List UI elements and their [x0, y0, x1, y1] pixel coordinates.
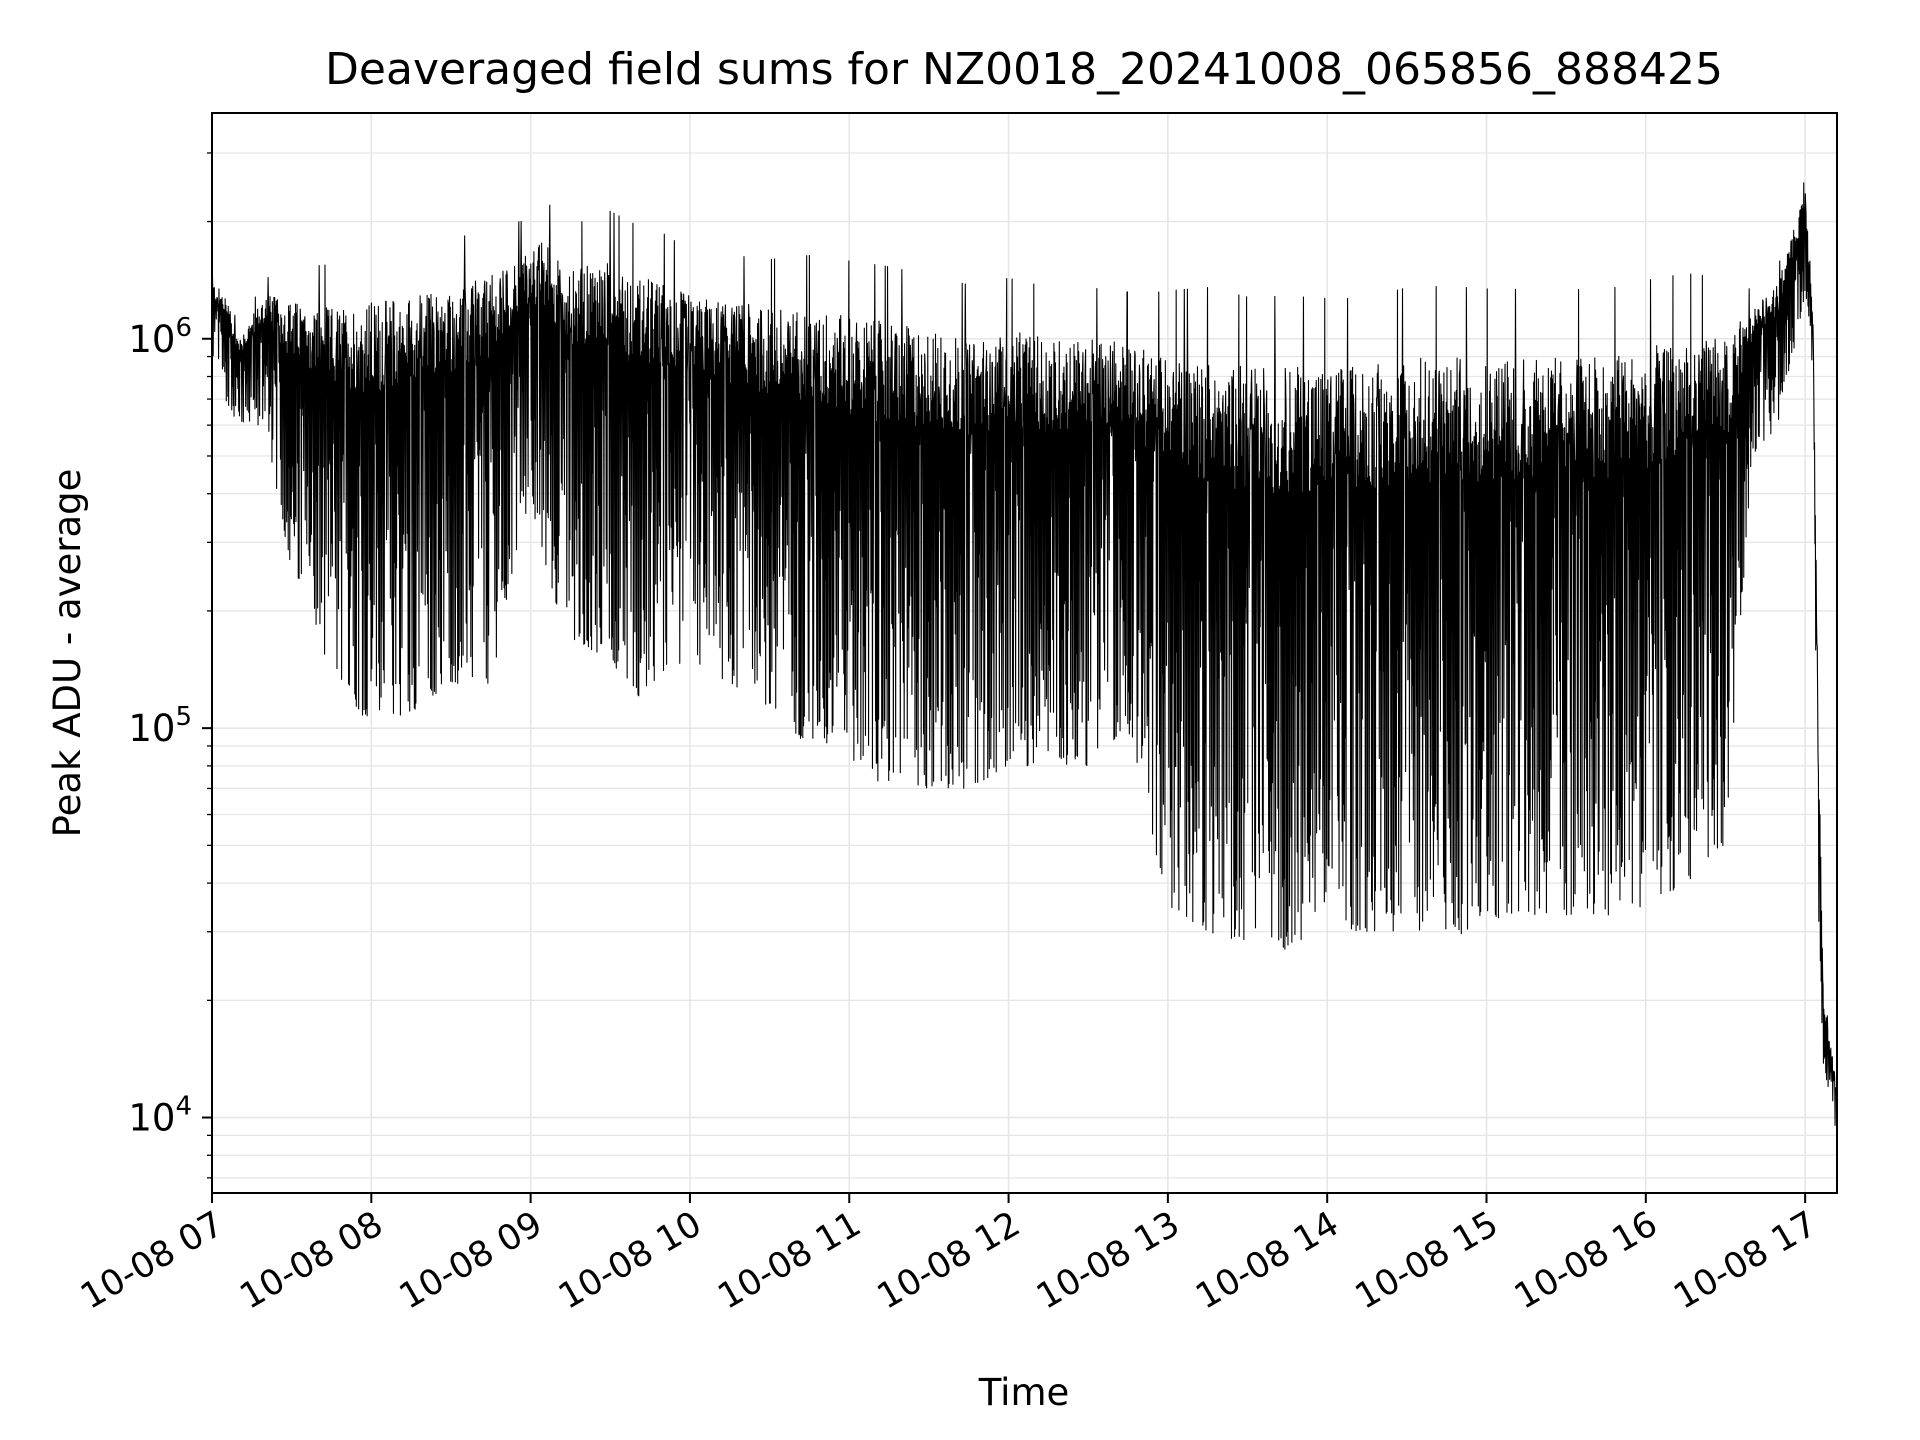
y-axis-label: Peak ADU - average	[46, 469, 89, 838]
y-tick-label: 106	[128, 313, 192, 361]
y-tick-base: 10	[128, 1097, 175, 1140]
series-line	[211, 182, 1838, 1126]
series-path	[211, 182, 1838, 1126]
y-tick-label: 105	[128, 702, 192, 750]
y-tick-exponent: 6	[175, 313, 192, 343]
y-tick-exponent: 4	[175, 1092, 192, 1122]
y-tick-base: 10	[128, 707, 175, 750]
y-tick-base: 10	[128, 318, 175, 361]
x-axis-label: Time	[978, 1371, 1070, 1414]
y-tick-label: 104	[128, 1092, 192, 1140]
y-tick-exponent: 5	[175, 702, 192, 732]
chart-title: Deaveraged field sums for NZ0018_2024100…	[325, 44, 1723, 95]
plot-frame	[211, 112, 1838, 1194]
